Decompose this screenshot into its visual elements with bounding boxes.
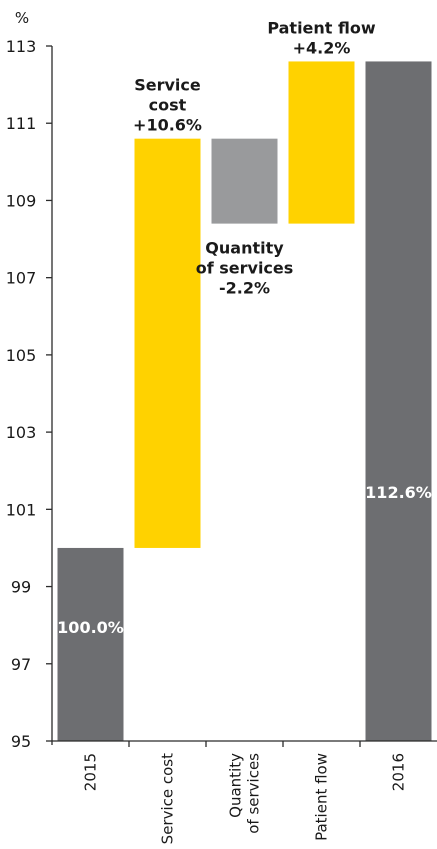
y-tick-label: 105 (6, 346, 37, 365)
x-category-text: Service cost (159, 753, 177, 844)
x-category-label-quantity-of-services: Quantity of services (227, 753, 263, 834)
bar-annotation-service-cost: +10.6% (133, 116, 202, 135)
x-axis: 2015 Service cost Quantity of services Patie… (52, 740, 437, 844)
bar-2016 (365, 61, 432, 741)
y-tick-label: 99 (11, 578, 31, 597)
y-tick-label: 113 (6, 37, 37, 56)
bar-annotation-quantity-of-services: -2.2% (219, 279, 270, 298)
bar-annotation-patient-flow: Patient flow (267, 18, 376, 37)
y-axis-unit-label: % (15, 9, 29, 27)
x-category-label-2016: 2016 (390, 753, 408, 791)
x-category-label-patient-flow: Patient flow (313, 753, 331, 841)
bars (57, 61, 432, 741)
bar-annotation-service-cost: Service (134, 76, 201, 95)
y-tick-label: 103 (6, 423, 37, 442)
y-tick-label: 107 (6, 269, 37, 288)
x-category-text: Patient flow (313, 753, 331, 841)
bar-value-label-2015: 100.0% (57, 618, 124, 637)
y-tick-label: 111 (6, 114, 37, 133)
x-category-text: 2016 (390, 753, 408, 791)
bar-service-cost (134, 138, 201, 548)
x-category-label-service-cost: Service cost (159, 753, 177, 844)
y-tick-label: 95 (11, 732, 31, 751)
bar-annotation-quantity-of-services: of services (196, 259, 294, 278)
x-category-label-2015: 2015 (82, 753, 100, 791)
x-category-text: 2015 (82, 753, 100, 791)
bar-annotation-quantity-of-services: Quantity (205, 239, 284, 258)
x-category-text: of services (245, 753, 263, 834)
bar-patient-flow (288, 61, 355, 224)
y-tick-label: 101 (6, 500, 37, 519)
bar-quantity-of-services (211, 138, 278, 224)
y-axis: 95 97 99 101 103 105 107 109 111 113 (6, 37, 53, 751)
bar-2015 (57, 547, 124, 741)
y-tick-label: 97 (11, 655, 31, 674)
bar-value-label-2016: 112.6% (365, 483, 432, 502)
bar-annotation-service-cost: cost (149, 96, 187, 115)
x-category-text: Quantity (227, 753, 245, 818)
bar-annotation-patient-flow: +4.2% (293, 38, 351, 57)
y-tick-label: 109 (6, 191, 37, 210)
